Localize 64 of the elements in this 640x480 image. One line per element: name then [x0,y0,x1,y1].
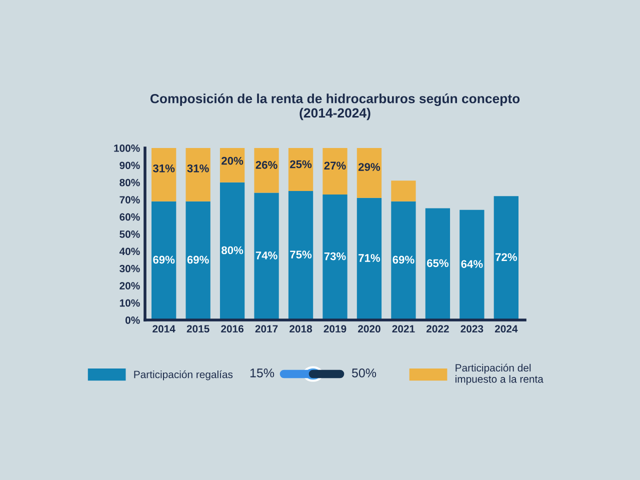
y-tick-label: 10% [120,299,140,307]
bar [494,196,518,320]
y-tick-label: 20% [120,282,140,290]
data-label: 31% [187,164,209,172]
legend-label: Participación regalías [134,370,233,380]
data-label: 25% [290,160,312,168]
data-label: 29% [358,163,380,171]
y-tick-label: 40% [119,248,140,256]
x-tick-label: 2018 [290,325,312,333]
bar [152,201,176,320]
x-tick-label: 2014 [152,325,176,333]
data-label: 27% [324,162,346,170]
bar [220,182,245,320]
y-tick-label: 90% [120,162,140,170]
data-label: 20% [222,156,244,165]
y-tick-label: 100% [114,144,140,152]
y-tick-label: 70% [120,196,140,204]
bar [322,148,348,194]
data-label: 26% [256,161,278,169]
y-tick-label: 80% [120,178,140,186]
x-tick-label: 2023 [460,325,484,333]
data-label: 69% [153,256,175,264]
text: 15% [250,368,274,378]
data-label: 75% [290,250,312,258]
data-label: 72% [496,253,517,262]
bar [186,148,210,202]
x-tick-label: 2020 [358,325,380,333]
y-tick-label: 60% [120,213,140,221]
bar [391,180,416,202]
data-label: 69% [187,256,209,264]
data-label: 31% [152,164,175,172]
bar [356,148,382,198]
data-label: 73% [324,252,346,260]
data-label: 64% [461,260,483,268]
bar [460,210,484,320]
text: 50% [352,368,376,378]
x-tick-label: 2021 [392,325,415,333]
bar [186,201,210,320]
x-tick-label: 2017 [255,325,278,333]
y-tick-label: 30% [120,264,140,272]
bar [356,198,382,320]
x-tick-label: 2022 [426,325,449,333]
x-tick-label: 2016 [221,325,244,333]
data-label: 80% [222,246,244,254]
bar [322,194,348,320]
legend-label: Participación del impuesto a la renta [456,364,544,385]
y-tick-label: 0% [125,316,140,324]
chart-title: Composición de la renta de hidrocarburos según concepto (2014-2024) [150,93,520,120]
bar [220,148,245,182]
x-tick-label: 2019 [324,325,346,333]
bar [391,201,416,320]
data-label: 71% [358,254,380,262]
data-label: 65% [426,259,449,268]
bar [288,148,314,191]
bar [425,208,450,320]
bar [254,148,279,193]
x-tick-label: 2015 [186,325,210,333]
y-tick-label: 50% [120,230,140,238]
x-tick-label: 2024 [494,325,518,333]
bar [288,191,314,320]
data-label: 69% [392,256,414,264]
bar [152,148,176,202]
data-label: 74% [256,252,278,260]
bar [254,192,279,320]
